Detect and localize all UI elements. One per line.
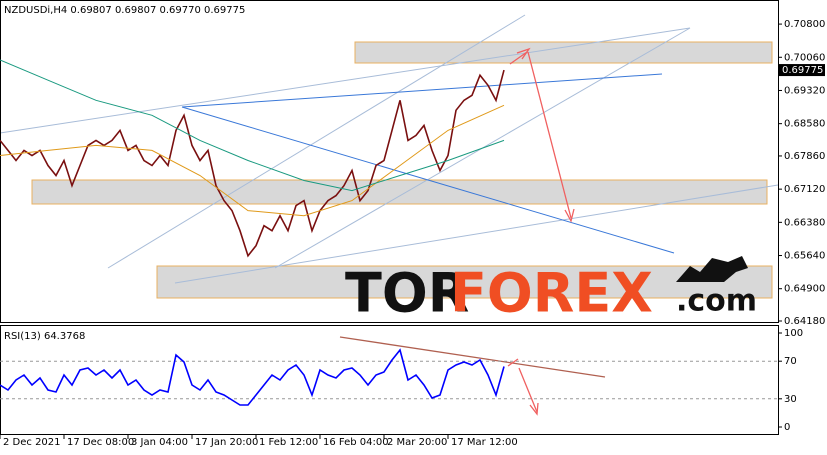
bull-icon <box>676 256 748 282</box>
x-tick-label: 2 Dec 2021 <box>3 437 61 448</box>
y-tick-label: 0.67860 <box>784 151 825 162</box>
x-tick-label: 17 Jan 20:00 <box>195 437 258 448</box>
support-zone <box>156 265 773 299</box>
channel-line <box>174 184 779 284</box>
zones <box>31 41 773 299</box>
arrow <box>518 367 538 413</box>
y-tick-label: 0.70800 <box>784 19 825 30</box>
series-line <box>0 59 505 192</box>
y-tick-label: 30 <box>784 394 797 405</box>
rsi-trend-line <box>339 336 606 378</box>
trend-line <box>181 73 663 108</box>
rsi-panel-frame <box>0 325 779 435</box>
current-price-box <box>779 64 825 77</box>
series-line <box>0 104 505 217</box>
x-tick-label: 1 Feb 12:00 <box>259 437 318 448</box>
forecast-arrows <box>339 47 606 416</box>
x-tick-label: 16 Feb 04:00 <box>323 437 389 448</box>
y-tick-label: 0.66380 <box>784 217 825 228</box>
y-tick-label: 70 <box>784 356 797 367</box>
channel-line <box>0 27 691 134</box>
y-tick-label: 0.65640 <box>784 251 825 262</box>
price-panel-frame <box>0 0 779 323</box>
y-tick-label: 0.67120 <box>784 184 825 195</box>
current-price-label: 0.69775 <box>782 65 823 76</box>
arrow-head <box>529 402 539 416</box>
series-line <box>0 348 505 406</box>
y-tick-label: 100 <box>784 328 803 339</box>
arrow <box>507 358 519 367</box>
trend-line <box>181 106 675 254</box>
arrow <box>509 51 528 65</box>
y-tick-label: 0.69320 <box>784 85 825 96</box>
middle-zone <box>31 179 768 205</box>
watermark: TOR FOREX .com <box>345 256 757 325</box>
y-tick-label: 0.64180 <box>784 316 825 327</box>
watermark-text: FOREX <box>450 262 653 325</box>
watermark-text: TOR <box>345 262 469 325</box>
y-tick-label: 0.70060 <box>784 52 825 63</box>
x-tick-label: 17 Dec 08:00 <box>67 437 134 448</box>
arrow <box>527 51 572 219</box>
x-tick-label: 17 Mar 12:00 <box>451 437 518 448</box>
watermark-text: .com <box>676 284 757 319</box>
resistance-zone <box>354 41 773 64</box>
price-title: NZDUSDi,H4 0.69807 0.69807 0.69770 0.697… <box>4 5 245 16</box>
y-tick-label: 0 <box>784 422 790 433</box>
x-tick-label: 3 Jan 04:00 <box>131 437 188 448</box>
y-tick-label: 0.64900 <box>784 284 825 295</box>
arrow-head <box>564 208 575 223</box>
channel-line <box>107 14 526 269</box>
x-tick-label: 2 Mar 20:00 <box>387 437 447 448</box>
y-tick-label: 0.68580 <box>784 119 825 130</box>
rsi-title: RSI(13) 64.3768 <box>4 331 85 342</box>
arrow-head <box>516 47 531 60</box>
series-line <box>0 69 505 258</box>
